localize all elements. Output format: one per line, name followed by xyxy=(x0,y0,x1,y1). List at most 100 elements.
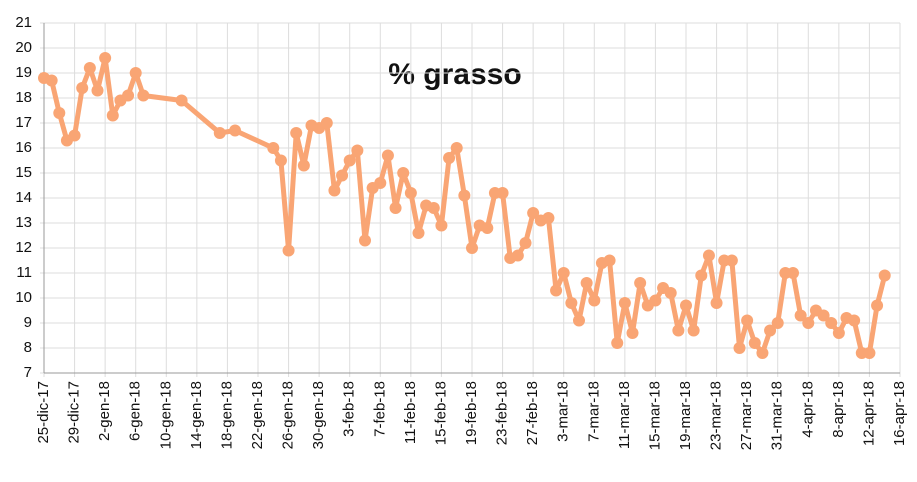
x-tick-label: 14-gen-18 xyxy=(188,381,205,449)
y-tick-label: 11 xyxy=(16,264,32,281)
x-tick-label: 23-mar-18 xyxy=(708,381,725,450)
x-tick-label: 19-feb-18 xyxy=(463,381,480,445)
data-point xyxy=(557,267,570,279)
data-point xyxy=(771,317,784,329)
x-tick-label: 10-gen-18 xyxy=(157,381,174,449)
data-point xyxy=(695,269,708,282)
x-tick-label: 7-feb-18 xyxy=(371,381,388,437)
data-point xyxy=(213,127,226,139)
x-tick-label: 3-feb-18 xyxy=(341,381,358,437)
y-tick-label: 13 xyxy=(15,214,32,231)
x-tick-label: 15-mar-18 xyxy=(646,381,663,450)
data-point xyxy=(45,74,58,87)
data-point xyxy=(359,234,371,247)
x-tick-label: 2-gen-18 xyxy=(96,381,113,441)
data-point xyxy=(389,202,402,214)
x-tick-label: 26-gen-18 xyxy=(280,381,297,449)
data-point xyxy=(343,154,356,167)
data-point xyxy=(634,277,647,289)
y-tick-label: 10 xyxy=(15,289,32,306)
data-point xyxy=(450,142,463,154)
data-point xyxy=(687,324,700,337)
data-point xyxy=(53,107,66,119)
data-point xyxy=(122,89,135,102)
data-point xyxy=(511,249,524,262)
x-tick-label: 27-feb-18 xyxy=(524,381,541,445)
data-point xyxy=(611,337,624,349)
x-tick-label: 18-gen-18 xyxy=(218,381,235,449)
data-point xyxy=(137,89,150,102)
data-point xyxy=(748,337,761,349)
data-point xyxy=(618,297,631,309)
x-tick-label: 15-feb-18 xyxy=(432,381,449,445)
data-point xyxy=(832,327,845,339)
x-tick-label: 7-mar-18 xyxy=(585,381,602,442)
data-point xyxy=(825,317,838,329)
data-point xyxy=(649,294,662,307)
data-point xyxy=(565,297,578,309)
x-tick-label: 11-feb-18 xyxy=(402,381,419,444)
data-point xyxy=(871,299,884,312)
data-point xyxy=(412,227,425,239)
data-point xyxy=(106,109,119,122)
data-point xyxy=(404,187,417,199)
y-tick-label: 9 xyxy=(24,314,32,331)
data-point xyxy=(381,149,394,162)
data-point xyxy=(573,314,585,327)
x-tick-label: 12-apr-18 xyxy=(860,381,877,446)
y-tick-label: 12 xyxy=(15,239,32,256)
data-point xyxy=(175,94,188,107)
data-point xyxy=(83,62,96,74)
data-point xyxy=(351,144,364,157)
data-point xyxy=(320,117,333,129)
data-point xyxy=(680,299,692,312)
data-point xyxy=(91,84,104,97)
data-point xyxy=(626,327,639,339)
data-point xyxy=(817,309,830,322)
data-point xyxy=(397,167,410,179)
data-point xyxy=(863,347,876,359)
data-point xyxy=(328,184,341,197)
x-tick-label: 27-mar-18 xyxy=(738,381,755,450)
data-point xyxy=(496,187,509,199)
data-point xyxy=(481,222,494,234)
data-point xyxy=(848,314,861,327)
data-point xyxy=(229,124,242,137)
data-point xyxy=(374,177,387,189)
x-tick-label: 25-dic-17 xyxy=(35,381,52,444)
x-tick-label: 29-dic-17 xyxy=(66,381,83,444)
y-tick-label: 17 xyxy=(15,114,32,131)
data-point xyxy=(297,159,310,172)
data-point xyxy=(550,284,563,297)
data-point xyxy=(733,342,746,354)
data-point xyxy=(527,207,540,219)
y-tick-label: 15 xyxy=(15,164,32,181)
x-tick-label: 23-feb-18 xyxy=(494,381,511,445)
data-point xyxy=(274,154,287,167)
data-point xyxy=(787,267,799,279)
data-point xyxy=(794,309,807,322)
x-tick-label: 22-gen-18 xyxy=(249,381,266,449)
y-tick-label: 7 xyxy=(24,364,32,381)
data-point xyxy=(764,324,777,337)
data-point xyxy=(756,347,769,359)
y-tick-label: 19 xyxy=(15,64,32,81)
y-tick-label: 20 xyxy=(15,39,32,56)
data-point xyxy=(519,237,532,249)
data-point xyxy=(741,314,754,327)
x-tick-label: 11-mar-18 xyxy=(616,381,633,449)
data-point xyxy=(664,287,677,299)
y-tick-label: 21 xyxy=(15,14,32,31)
x-tick-label: 16-apr-18 xyxy=(891,381,908,446)
x-tick-label: 19-mar-18 xyxy=(677,381,694,450)
data-point xyxy=(336,169,349,182)
data-point xyxy=(435,219,448,232)
data-point xyxy=(542,212,555,224)
chart-title: % grasso xyxy=(388,58,521,91)
data-point xyxy=(802,317,815,329)
data-point xyxy=(68,129,81,142)
data-point xyxy=(129,67,142,79)
x-tick-label: 4-apr-18 xyxy=(799,381,816,438)
data-point xyxy=(588,294,601,307)
data-point xyxy=(427,202,440,214)
